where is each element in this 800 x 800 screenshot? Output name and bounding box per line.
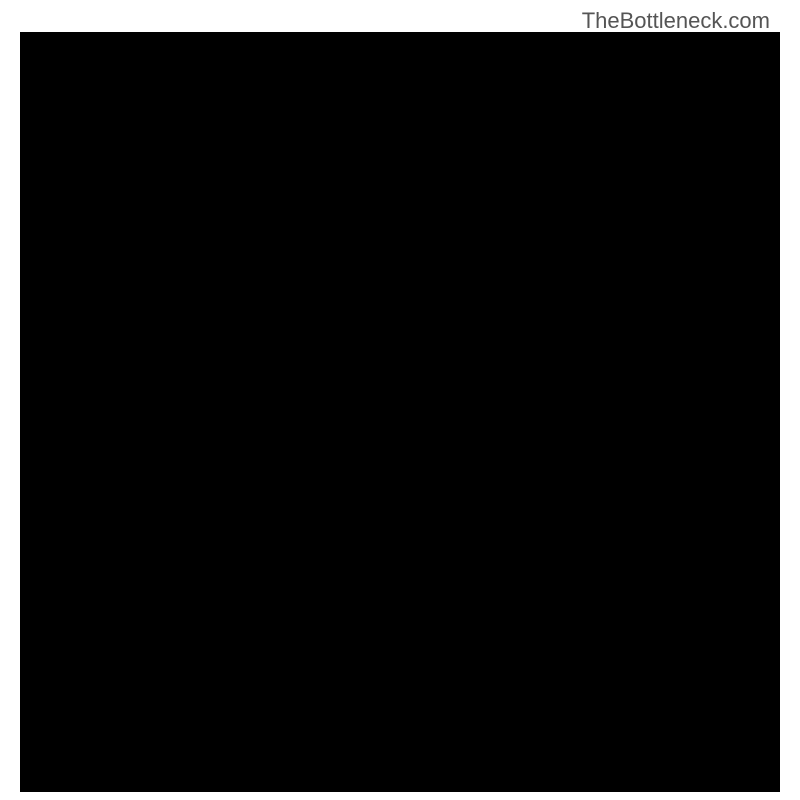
crosshair-vertical <box>48 64 49 768</box>
watermark-text: TheBottleneck.com <box>582 8 770 34</box>
heatmap-canvas <box>48 64 752 768</box>
chart-container: TheBottleneck.com <box>0 0 800 800</box>
outer-black-frame <box>20 32 780 792</box>
heatmap-plot-area <box>48 64 752 768</box>
